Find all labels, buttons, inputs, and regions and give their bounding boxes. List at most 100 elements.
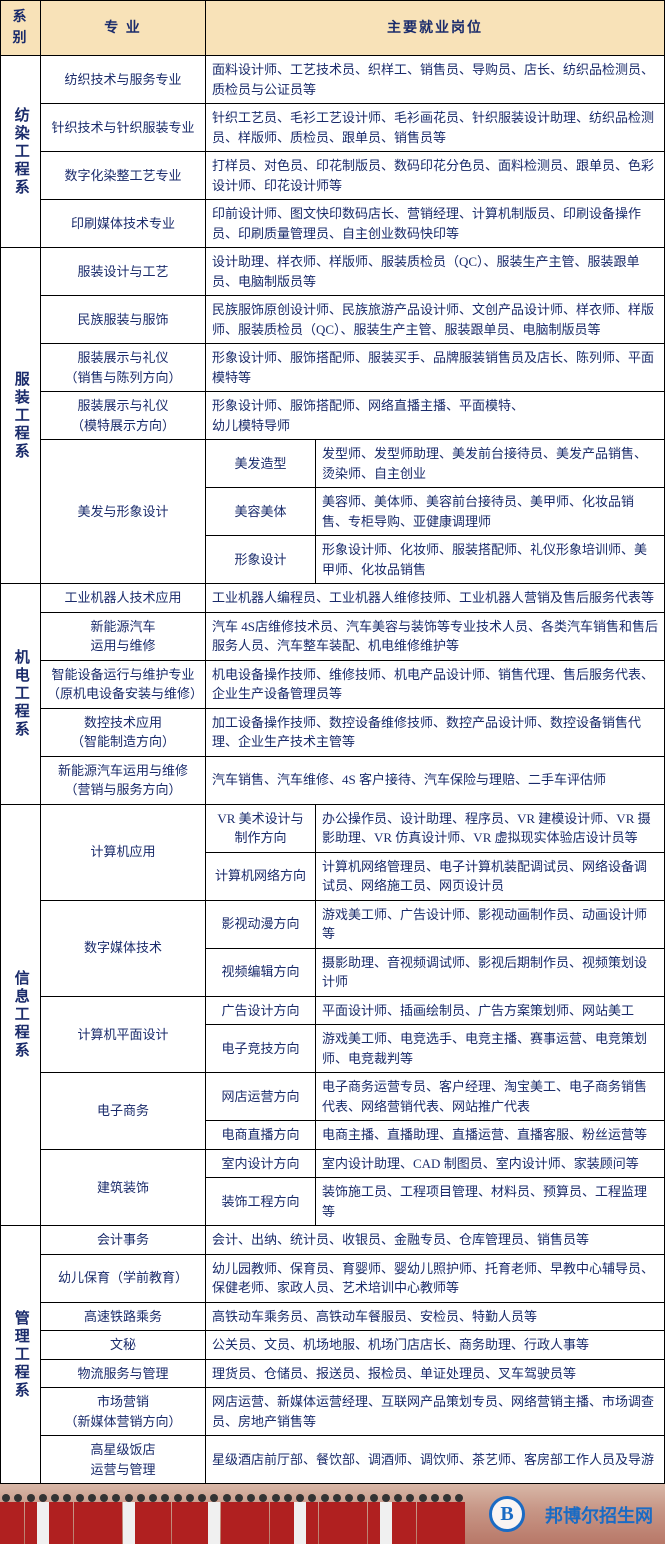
major-cell: 幼儿保育（学前教育） bbox=[41, 1254, 206, 1302]
major-cell: 文秘 bbox=[41, 1331, 206, 1360]
major-cell: 工业机器人技术应用 bbox=[41, 584, 206, 613]
jobs-cell: 形象设计师、服饰搭配师、服装买手、品牌服装销售员及店长、陈列师、平面模特等 bbox=[206, 344, 665, 392]
jobs-cell: 会计、出纳、统计员、收银员、金融专员、仓库管理员、销售员等 bbox=[206, 1226, 665, 1255]
major-cell: 新能源汽车运用与维修（营销与服务方向） bbox=[41, 756, 206, 804]
header-row: 系别 专 业 主要就业岗位 bbox=[1, 1, 665, 56]
jobs-cell: 高铁动车乘务员、高铁动车餐服员、安检员、特勤人员等 bbox=[206, 1302, 665, 1331]
table-row: 纺染工程系纺织技术与服务专业面料设计师、工艺技术员、织样工、销售员、导购员、店长… bbox=[1, 56, 665, 104]
major-cell: 高速铁路乘务 bbox=[41, 1302, 206, 1331]
table-row: 数字媒体技术影视动漫方向游戏美工师、广告设计师、影视动画制作员、动画设计师等 bbox=[1, 900, 665, 948]
table-row: 服装展示与礼仪（模特展示方向）形象设计师、服饰搭配师、网络直播主播、平面模特、幼… bbox=[1, 392, 665, 440]
major-cell: 美发与形象设计 bbox=[41, 440, 206, 584]
jobs-cell: 形象设计师、化妆师、服装搭配师、礼仪形象培训师、美甲师、化妆品销售 bbox=[316, 536, 665, 584]
major-cell: 物流服务与管理 bbox=[41, 1359, 206, 1388]
major-cell: 服装展示与礼仪（销售与陈列方向） bbox=[41, 344, 206, 392]
table-row: 新能源汽车运用与维修（营销与服务方向）汽车销售、汽车维修、4S 客户接待、汽车保… bbox=[1, 756, 665, 804]
table-row: 信息工程系计算机应用VR 美术设计与制作方向办公操作员、设计助理、程序员、VR … bbox=[1, 804, 665, 852]
table-row: 针织技术与针织服装专业针织工艺员、毛衫工艺设计师、毛衫画花员、针织服装设计助理、… bbox=[1, 104, 665, 152]
table-row: 美发与形象设计美发造型发型师、发型师助理、美发前台接待员、美发产品销售、烫染师、… bbox=[1, 440, 665, 488]
table-row: 印刷媒体技术专业印前设计师、图文快印数码店长、营销经理、计算机制版员、印刷设备操… bbox=[1, 200, 665, 248]
jobs-cell: 发型师、发型师助理、美发前台接待员、美发产品销售、烫染师、自主创业 bbox=[316, 440, 665, 488]
table-row: 高速铁路乘务高铁动车乘务员、高铁动车餐服员、安检员、特勤人员等 bbox=[1, 1302, 665, 1331]
table-row: 服装展示与礼仪（销售与陈列方向）形象设计师、服饰搭配师、服装买手、品牌服装销售员… bbox=[1, 344, 665, 392]
major-cell: 数控技术应用（智能制造方向） bbox=[41, 708, 206, 756]
table-row: 民族服装与服饰民族服饰原创设计师、民族旅游产品设计师、文创产品设计师、样衣师、样… bbox=[1, 296, 665, 344]
jobs-cell: 形象设计师、服饰搭配师、网络直播主播、平面模特、幼儿模特导师 bbox=[206, 392, 665, 440]
table-row: 市场营销（新媒体营销方向）网店运营、新媒体运营经理、互联网产品策划专员、网络营销… bbox=[1, 1388, 665, 1436]
jobs-cell: 室内设计助理、CAD 制图员、室内设计师、家装顾问等 bbox=[316, 1149, 665, 1178]
major-cell: 智能设备运行与维护专业（原机电设备安装与维修） bbox=[41, 660, 206, 708]
table-row: 智能设备运行与维护专业（原机电设备安装与维修）机电设备操作技师、维修技师、机电产… bbox=[1, 660, 665, 708]
jobs-cell: 游戏美工师、广告设计师、影视动画制作员、动画设计师等 bbox=[316, 900, 665, 948]
major-cell: 新能源汽车运用与维修 bbox=[41, 612, 206, 660]
jobs-cell: 幼儿园教师、保育员、育婴师、婴幼儿照护师、托育老师、早教中心辅导员、保健老师、家… bbox=[206, 1254, 665, 1302]
jobs-cell: 设计助理、样衣师、样版师、服装质检员（QC）、服装生产主管、服装跟单员、电脑制版… bbox=[206, 248, 665, 296]
jobs-cell: 打样员、对色员、印花制版员、数码印花分色员、面料检测员、跟单员、色彩设计师、印花… bbox=[206, 152, 665, 200]
table-row: 文秘公关员、文员、机场地服、机场门店店长、商务助理、行政人事等 bbox=[1, 1331, 665, 1360]
sub-cell: 装饰工程方向 bbox=[206, 1178, 316, 1226]
table-row: 物流服务与管理理货员、仓储员、报送员、报检员、单证处理员、叉车驾驶员等 bbox=[1, 1359, 665, 1388]
jobs-cell: 平面设计师、插画绘制员、广告方案策划师、网站美工 bbox=[316, 996, 665, 1025]
jobs-cell: 汽车 4S店维修技术员、汽车美容与装饰等专业技术人员、各类汽车销售和售后服务人员… bbox=[206, 612, 665, 660]
jobs-cell: 机电设备操作技师、维修技师、机电产品设计师、销售代理、售后服务代表、企业生产设备… bbox=[206, 660, 665, 708]
table-row: 电子商务网店运营方向电子商务运营专员、客户经理、淘宝美工、电子商务销售代表、网络… bbox=[1, 1073, 665, 1121]
brand-logo: B bbox=[489, 1496, 525, 1532]
jobs-cell: 装饰施工员、工程项目管理、材料员、预算员、工程监理等 bbox=[316, 1178, 665, 1226]
sub-cell: 美发造型 bbox=[206, 440, 316, 488]
jobs-cell: 电子商务运营专员、客户经理、淘宝美工、电子商务销售代表、网络营销代表、网站推广代… bbox=[316, 1073, 665, 1121]
jobs-cell: 美容师、美体师、美容前台接待员、美甲师、化妆品销售、专柜导购、亚健康调理师 bbox=[316, 488, 665, 536]
major-cell: 数字化染整工艺专业 bbox=[41, 152, 206, 200]
sub-cell: 影视动漫方向 bbox=[206, 900, 316, 948]
table-row: 管理工程系会计事务会计、出纳、统计员、收银员、金融专员、仓库管理员、销售员等 bbox=[1, 1226, 665, 1255]
dept-cell: 纺染工程系 bbox=[1, 56, 41, 248]
major-cell: 数字媒体技术 bbox=[41, 900, 206, 996]
jobs-cell: 理货员、仓储员、报送员、报检员、单证处理员、叉车驾驶员等 bbox=[206, 1359, 665, 1388]
table-row: 计算机平面设计广告设计方向平面设计师、插画绘制员、广告方案策划师、网站美工 bbox=[1, 996, 665, 1025]
jobs-cell: 星级酒店前厅部、餐饮部、调酒师、调饮师、茶艺师、客房部工作人员及导游 bbox=[206, 1436, 665, 1484]
sub-cell: 美容美体 bbox=[206, 488, 316, 536]
major-cell: 计算机应用 bbox=[41, 804, 206, 900]
table-row: 数控技术应用（智能制造方向）加工设备操作技师、数控设备维修技师、数控产品设计师、… bbox=[1, 708, 665, 756]
jobs-cell: 民族服饰原创设计师、民族旅游产品设计师、文创产品设计师、样衣师、样版师、服装质检… bbox=[206, 296, 665, 344]
major-cell: 计算机平面设计 bbox=[41, 996, 206, 1073]
jobs-cell: 计算机网络管理员、电子计算机装配调试员、网络设备调试员、网络施工员、网页设计员 bbox=[316, 852, 665, 900]
jobs-cell: 公关员、文员、机场地服、机场门店店长、商务助理、行政人事等 bbox=[206, 1331, 665, 1360]
sub-cell: 室内设计方向 bbox=[206, 1149, 316, 1178]
jobs-cell: 针织工艺员、毛衫工艺设计师、毛衫画花员、针织服装设计助理、纺织品检测员、样版师、… bbox=[206, 104, 665, 152]
jobs-cell: 工业机器人编程员、工业机器人维修技师、工业机器人营销及售后服务代表等 bbox=[206, 584, 665, 613]
major-cell: 纺织技术与服务专业 bbox=[41, 56, 206, 104]
sub-cell: 电子竞技方向 bbox=[206, 1025, 316, 1073]
sub-cell: VR 美术设计与制作方向 bbox=[206, 804, 316, 852]
dept-cell: 信息工程系 bbox=[1, 804, 41, 1226]
major-cell: 服装展示与礼仪（模特展示方向） bbox=[41, 392, 206, 440]
sub-cell: 视频编辑方向 bbox=[206, 948, 316, 996]
major-cell: 服装设计与工艺 bbox=[41, 248, 206, 296]
table-row: 新能源汽车运用与维修汽车 4S店维修技术员、汽车美容与装饰等专业技术人员、各类汽… bbox=[1, 612, 665, 660]
header-dept: 系别 bbox=[1, 1, 41, 56]
jobs-cell: 加工设备操作技师、数控设备维修技师、数控产品设计师、数控设备销售代理、企业生产技… bbox=[206, 708, 665, 756]
dept-cell: 管理工程系 bbox=[1, 1226, 41, 1484]
dept-cell: 机电工程系 bbox=[1, 584, 41, 805]
table-row: 机电工程系工业机器人技术应用工业机器人编程员、工业机器人维修技师、工业机器人营销… bbox=[1, 584, 665, 613]
major-cell: 电子商务 bbox=[41, 1073, 206, 1150]
sub-cell: 计算机网络方向 bbox=[206, 852, 316, 900]
sub-cell: 电商直播方向 bbox=[206, 1121, 316, 1150]
sub-cell: 广告设计方向 bbox=[206, 996, 316, 1025]
jobs-cell: 电商主播、直播助理、直播运营、直播客服、粉丝运营等 bbox=[316, 1121, 665, 1150]
curriculum-table: 系别 专 业 主要就业岗位 纺染工程系纺织技术与服务专业面料设计师、工艺技术员、… bbox=[0, 0, 665, 1484]
footer-banner: B 邦博尔招生网 bbox=[0, 1484, 665, 1544]
sub-cell: 形象设计 bbox=[206, 536, 316, 584]
jobs-cell: 印前设计师、图文快印数码店长、营销经理、计算机制版员、印刷设备操作员、印刷质量管… bbox=[206, 200, 665, 248]
jobs-cell: 网店运营、新媒体运营经理、互联网产品策划专员、网络营销主播、市场调查员、房地产销… bbox=[206, 1388, 665, 1436]
jobs-cell: 办公操作员、设计助理、程序员、VR 建模设计师、VR 摄影助理、VR 仿真设计师… bbox=[316, 804, 665, 852]
major-cell: 印刷媒体技术专业 bbox=[41, 200, 206, 248]
table-row: 数字化染整工艺专业打样员、对色员、印花制版员、数码印花分色员、面料检测员、跟单员… bbox=[1, 152, 665, 200]
jobs-cell: 游戏美工师、电竞选手、电竞主播、赛事运营、电竞策划师、电竞裁判等 bbox=[316, 1025, 665, 1073]
major-cell: 会计事务 bbox=[41, 1226, 206, 1255]
sub-cell: 网店运营方向 bbox=[206, 1073, 316, 1121]
table-row: 幼儿保育（学前教育）幼儿园教师、保育员、育婴师、婴幼儿照护师、托育老师、早教中心… bbox=[1, 1254, 665, 1302]
table-row: 高星级饭店运营与管理星级酒店前厅部、餐饮部、调酒师、调饮师、茶艺师、客房部工作人… bbox=[1, 1436, 665, 1484]
jobs-cell: 汽车销售、汽车维修、4S 客户接待、汽车保险与理赔、二手车评估师 bbox=[206, 756, 665, 804]
table-row: 服装工程系服装设计与工艺设计助理、样衣师、样版师、服装质检员（QC）、服装生产主… bbox=[1, 248, 665, 296]
header-major: 专 业 bbox=[41, 1, 206, 56]
